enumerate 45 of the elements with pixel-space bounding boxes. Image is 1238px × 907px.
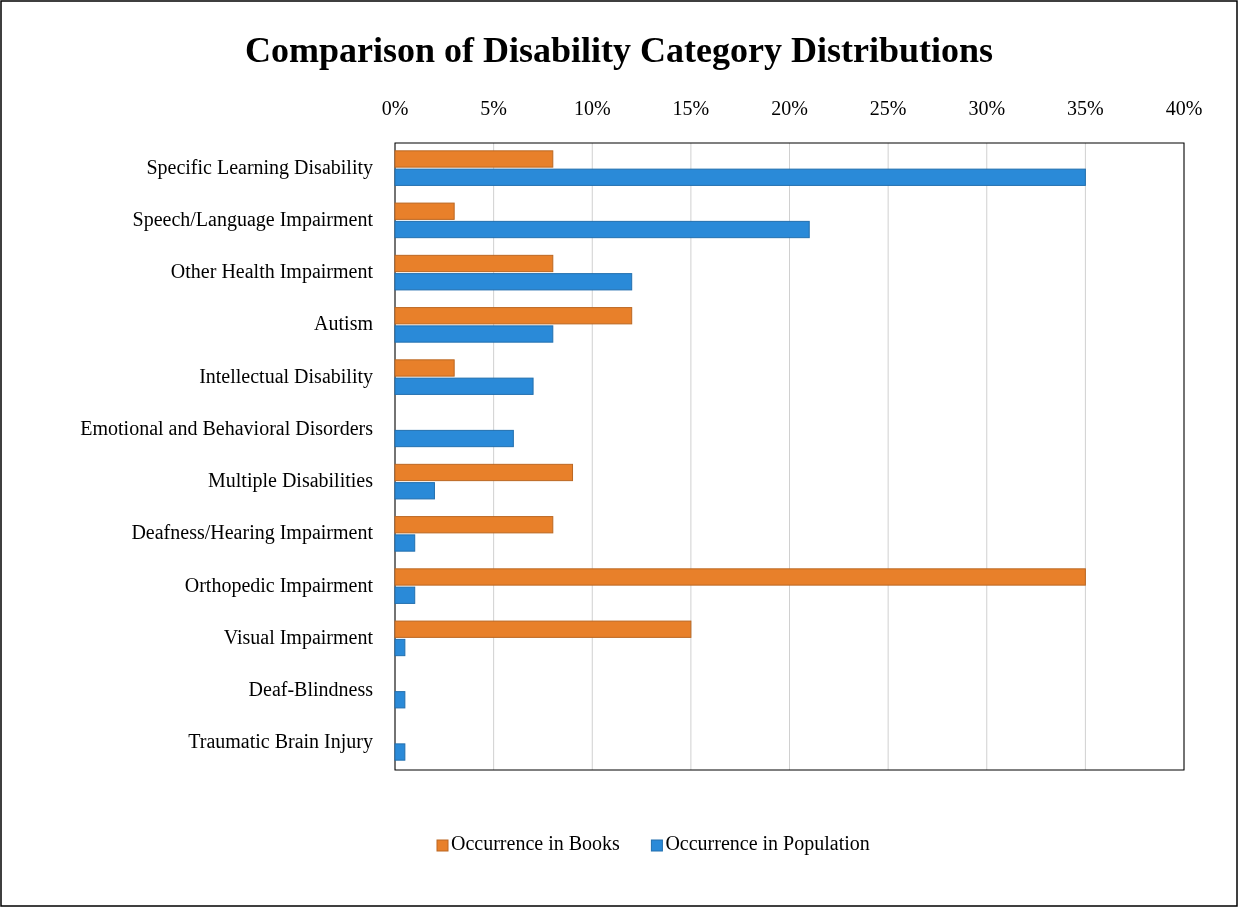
bar [394, 377, 534, 395]
bar [394, 307, 633, 325]
y-tick-label: Multiple Disabilities [208, 469, 374, 493]
legend-label: Occurrence in Population [665, 832, 870, 855]
bar [394, 359, 455, 377]
y-tick-label: Deafness/Hearing Impairment [131, 521, 374, 545]
bar [394, 150, 554, 168]
bar [394, 516, 554, 534]
y-tick-label: Other Health Impairment [170, 260, 374, 284]
bar [394, 482, 435, 500]
y-tick-label: Traumatic Brain Injury [188, 730, 373, 754]
bar [394, 568, 1086, 586]
y-tick-label: Autism [314, 312, 374, 335]
x-tick-label: 35% [1067, 97, 1104, 119]
y-tick-label: Specific Learning Disability [146, 155, 373, 179]
bar [394, 429, 514, 448]
x-tick-label: 15% [672, 97, 710, 119]
bar [394, 220, 810, 239]
x-tick-label: 0% [381, 97, 409, 119]
bar [394, 273, 633, 291]
x-tick-label: 10% [573, 97, 611, 119]
y-tick-label: Intellectual Disability [199, 364, 373, 388]
bar [394, 534, 416, 552]
chart-title: Comparison of Disability Category Distributions [244, 30, 994, 70]
x-tick-label: 25% [869, 97, 907, 119]
bar [394, 620, 692, 638]
y-tick-label: Visual Impairment [223, 625, 374, 649]
bar [394, 254, 554, 273]
x-tick-label: 5% [480, 97, 507, 119]
y-tick-label: Orthopedic Impairment [184, 573, 374, 597]
y-tick-label: Emotional and Behavioral Disorders [80, 416, 374, 439]
y-tick-label: Deaf-Blindness [248, 678, 374, 701]
y-tick-label: Speech/Language Impairment [132, 207, 374, 231]
bar [394, 743, 406, 761]
bar [394, 691, 406, 709]
legend-label: Occurrence in Books [451, 832, 621, 854]
bar [394, 202, 455, 220]
bar [394, 325, 554, 343]
bar [394, 586, 416, 604]
x-tick-label: 30% [968, 97, 1006, 119]
x-tick-label: 40% [1165, 97, 1203, 119]
bar [394, 638, 406, 657]
bar [394, 463, 574, 482]
bar [394, 168, 1086, 186]
x-tick-label: 20% [771, 97, 808, 119]
